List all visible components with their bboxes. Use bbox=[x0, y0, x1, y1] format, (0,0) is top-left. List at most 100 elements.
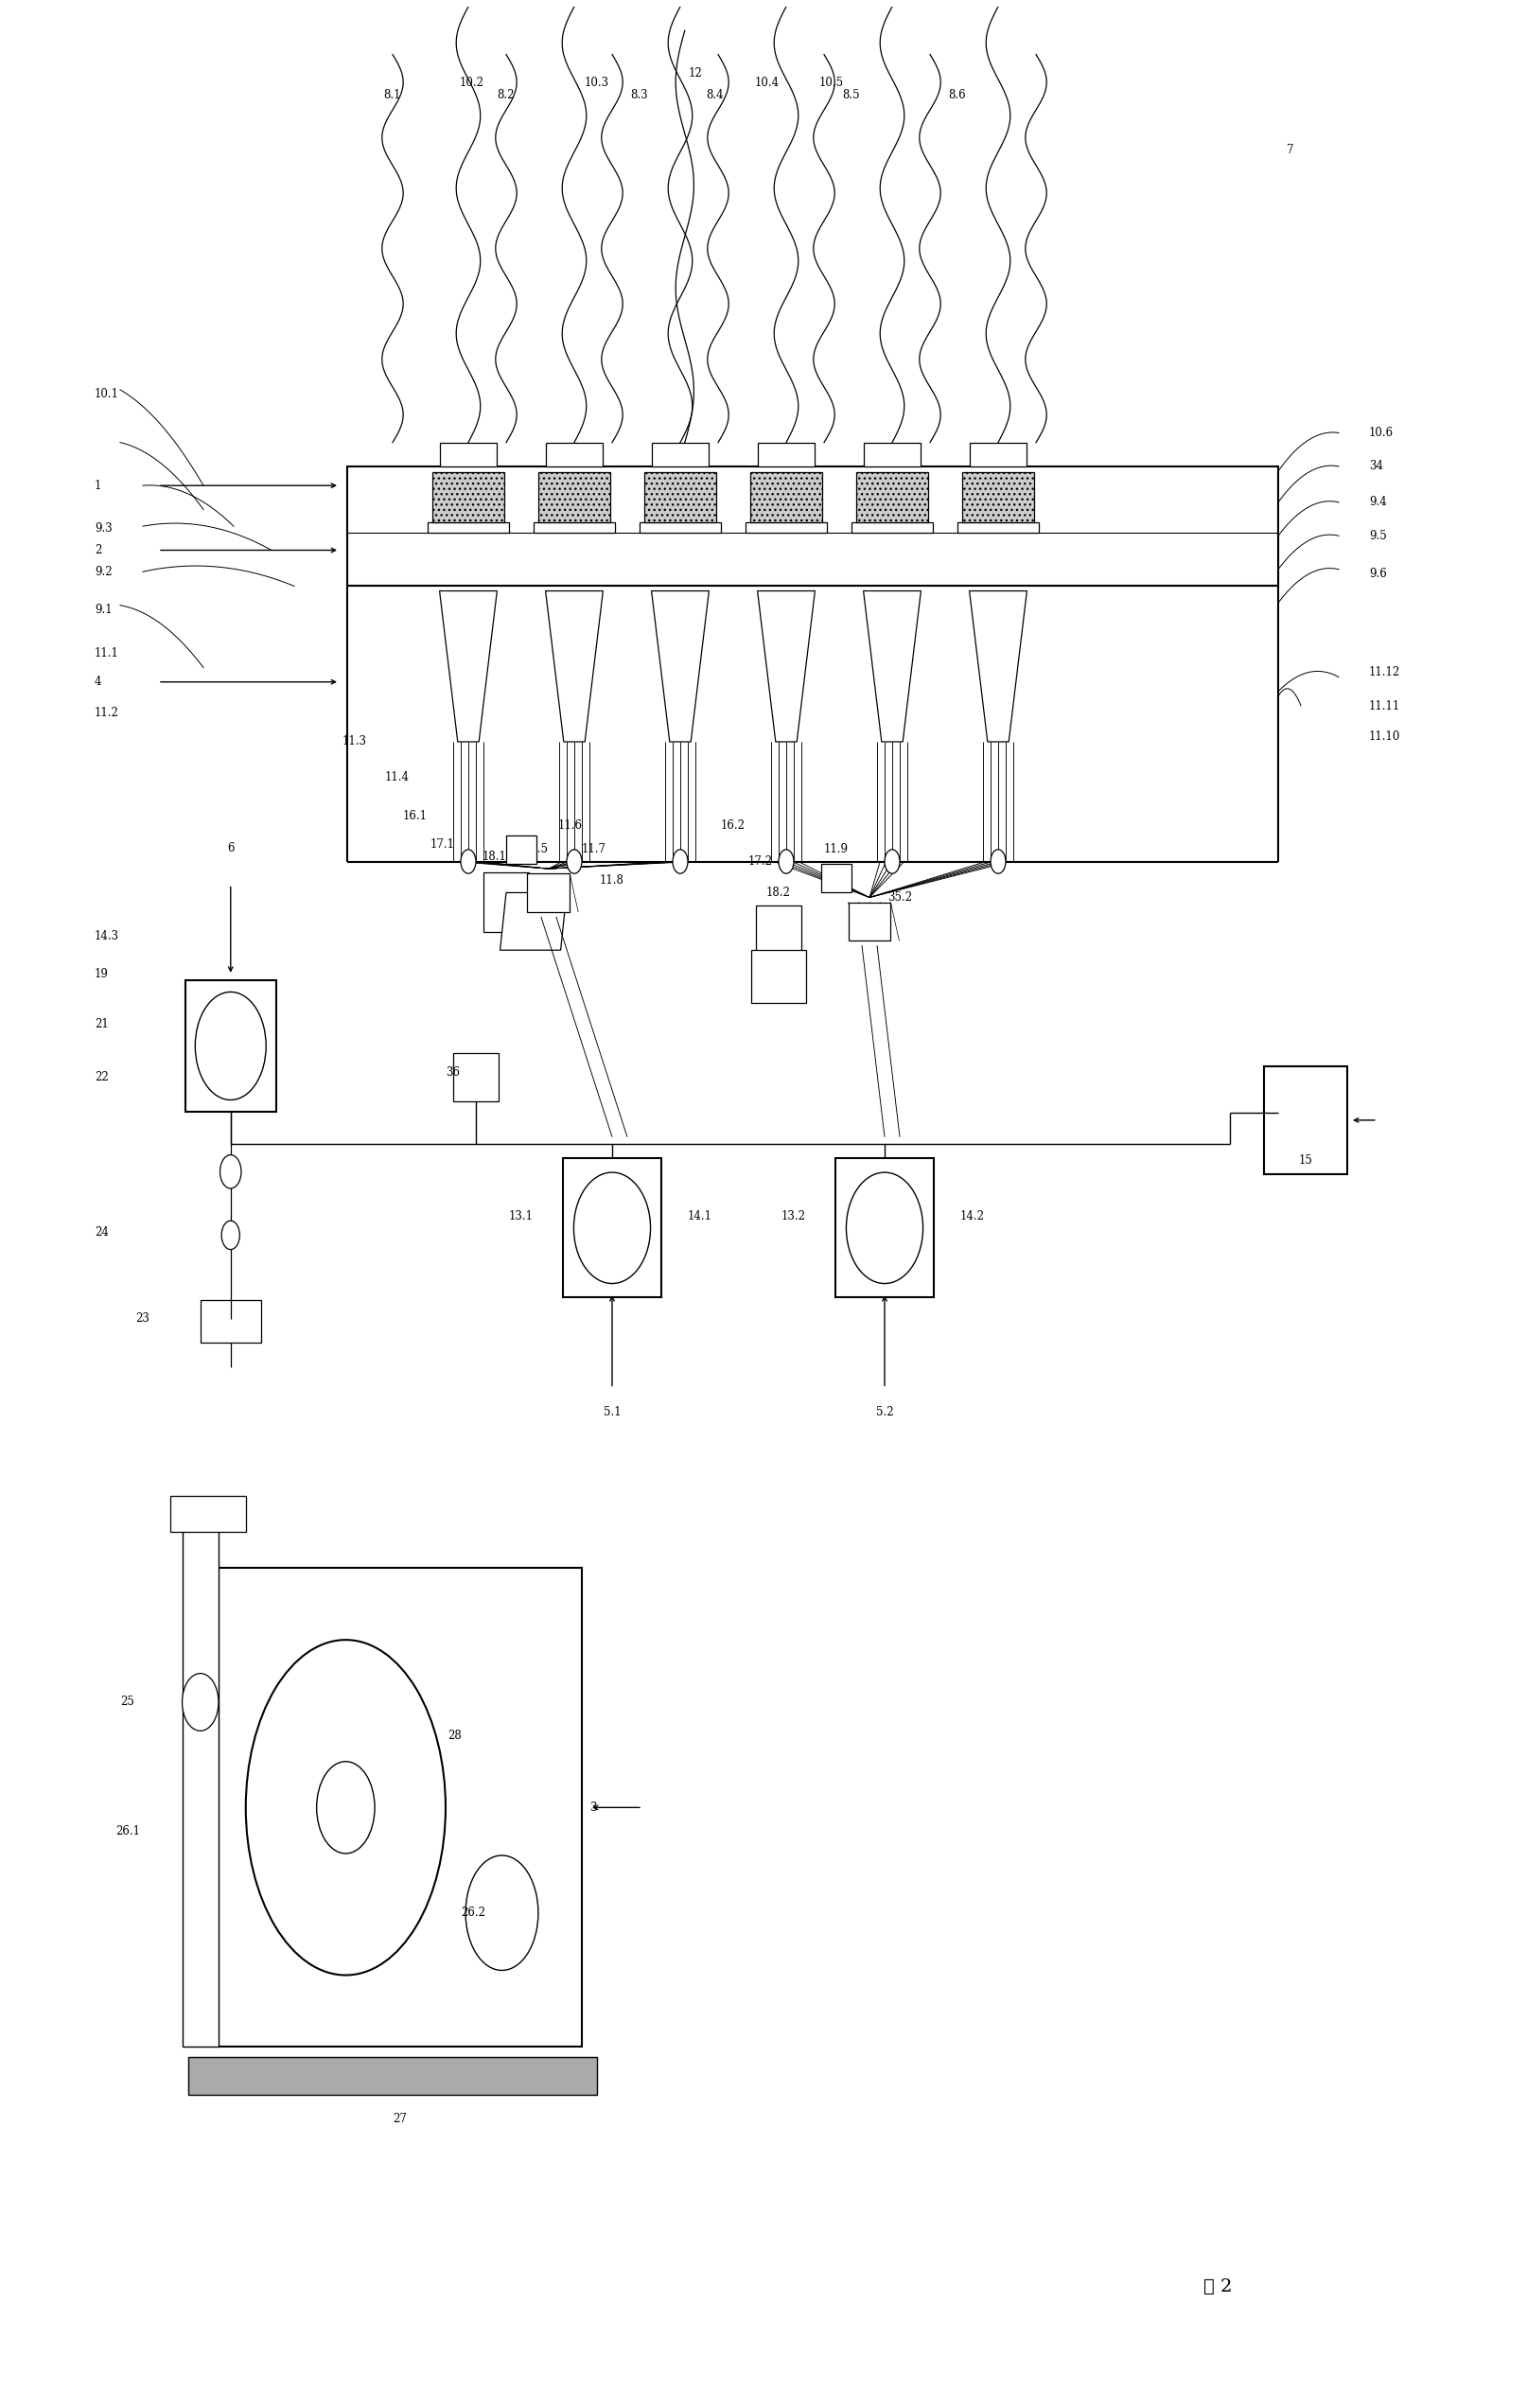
Text: 11.11: 11.11 bbox=[1370, 701, 1400, 713]
Polygon shape bbox=[499, 893, 567, 951]
Bar bbox=[652, 443, 709, 467]
Text: 11.12: 11.12 bbox=[1370, 667, 1400, 679]
Text: 18.1: 18.1 bbox=[483, 850, 507, 862]
Text: 16.2: 16.2 bbox=[721, 819, 745, 831]
Text: 36: 36 bbox=[446, 1067, 460, 1079]
Bar bbox=[640, 523, 721, 532]
Bar bbox=[745, 523, 828, 532]
Bar bbox=[538, 472, 611, 523]
Text: 23: 23 bbox=[136, 1312, 150, 1324]
Circle shape bbox=[991, 850, 1006, 874]
Text: 6: 6 bbox=[228, 843, 234, 855]
Text: 10.6: 10.6 bbox=[1370, 426, 1394, 438]
Text: 8.3: 8.3 bbox=[631, 89, 647, 101]
Circle shape bbox=[466, 1857, 538, 1970]
Circle shape bbox=[567, 850, 582, 874]
Bar bbox=[970, 443, 1028, 467]
Text: 15: 15 bbox=[1298, 1156, 1313, 1168]
Bar bbox=[454, 1052, 499, 1100]
Bar bbox=[505, 836, 536, 864]
Text: 9.5: 9.5 bbox=[1370, 530, 1387, 542]
Text: 11.6: 11.6 bbox=[557, 819, 582, 831]
Text: 9.6: 9.6 bbox=[1370, 568, 1387, 580]
Text: 3: 3 bbox=[589, 1801, 596, 1813]
Text: 10.3: 10.3 bbox=[585, 77, 609, 89]
Bar bbox=[822, 864, 852, 893]
Text: 13.1: 13.1 bbox=[508, 1209, 533, 1223]
Text: 5.2: 5.2 bbox=[876, 1406, 893, 1418]
Bar bbox=[849, 903, 890, 942]
Ellipse shape bbox=[846, 1173, 922, 1283]
Text: 14.2: 14.2 bbox=[960, 1209, 985, 1223]
Text: 10.1: 10.1 bbox=[95, 388, 119, 400]
Text: 13.2: 13.2 bbox=[782, 1209, 806, 1223]
Bar bbox=[527, 874, 570, 913]
Bar bbox=[432, 472, 504, 523]
Polygon shape bbox=[863, 590, 921, 742]
Bar bbox=[756, 905, 802, 966]
Circle shape bbox=[884, 850, 899, 874]
Text: 图 2: 图 2 bbox=[1203, 2278, 1232, 2295]
Bar bbox=[484, 872, 528, 932]
Circle shape bbox=[673, 850, 687, 874]
Bar bbox=[185, 980, 276, 1112]
Bar bbox=[169, 1495, 246, 1531]
Text: 21: 21 bbox=[95, 1019, 108, 1031]
Bar bbox=[182, 1500, 218, 2047]
Text: 10.4: 10.4 bbox=[754, 77, 779, 89]
Text: 8.1: 8.1 bbox=[383, 89, 402, 101]
Text: 2: 2 bbox=[95, 544, 101, 556]
Text: 26.2: 26.2 bbox=[461, 1907, 486, 1919]
Text: 35.1: 35.1 bbox=[542, 898, 567, 910]
Text: 24: 24 bbox=[95, 1226, 108, 1238]
Bar bbox=[957, 523, 1038, 532]
Text: 10.2: 10.2 bbox=[460, 77, 484, 89]
Text: 11.9: 11.9 bbox=[825, 843, 849, 855]
Text: 8.5: 8.5 bbox=[843, 89, 860, 101]
Text: 11.8: 11.8 bbox=[600, 874, 625, 886]
Bar bbox=[863, 443, 921, 467]
Bar bbox=[757, 443, 815, 467]
Text: 9.3: 9.3 bbox=[95, 523, 111, 535]
Bar bbox=[545, 443, 603, 467]
Polygon shape bbox=[440, 590, 498, 742]
Bar bbox=[440, 443, 498, 467]
Bar bbox=[533, 523, 615, 532]
Bar bbox=[644, 472, 716, 523]
Text: 11.1: 11.1 bbox=[95, 648, 119, 660]
Text: 10.5: 10.5 bbox=[820, 77, 844, 89]
Bar bbox=[200, 1300, 261, 1344]
Circle shape bbox=[220, 1156, 241, 1190]
Text: 27: 27 bbox=[392, 2112, 408, 2124]
Bar bbox=[852, 523, 933, 532]
Bar bbox=[750, 472, 823, 523]
Text: 11.2: 11.2 bbox=[95, 708, 119, 720]
Bar bbox=[835, 1158, 935, 1298]
Text: 25: 25 bbox=[121, 1695, 134, 1707]
Bar bbox=[563, 1158, 661, 1298]
Text: 8.4: 8.4 bbox=[707, 89, 724, 101]
Text: 28: 28 bbox=[447, 1729, 461, 1741]
Text: 12: 12 bbox=[689, 67, 702, 79]
Text: 11.3: 11.3 bbox=[342, 734, 366, 749]
Text: 14.1: 14.1 bbox=[687, 1209, 712, 1223]
Text: 16.1: 16.1 bbox=[403, 809, 428, 821]
Text: 9.4: 9.4 bbox=[1370, 496, 1387, 508]
Ellipse shape bbox=[246, 1640, 446, 1975]
Text: 11.5: 11.5 bbox=[524, 843, 548, 855]
Bar bbox=[1264, 1067, 1347, 1175]
Bar bbox=[347, 467, 1278, 585]
Polygon shape bbox=[757, 590, 815, 742]
Bar bbox=[751, 951, 806, 1002]
Text: 8.2: 8.2 bbox=[498, 89, 515, 101]
Text: 34: 34 bbox=[1370, 460, 1383, 472]
Polygon shape bbox=[652, 590, 709, 742]
Circle shape bbox=[779, 850, 794, 874]
Text: 17.1: 17.1 bbox=[431, 838, 455, 850]
Circle shape bbox=[316, 1763, 374, 1854]
Bar bbox=[962, 472, 1034, 523]
Circle shape bbox=[221, 1221, 240, 1250]
Text: 9.1: 9.1 bbox=[95, 604, 111, 616]
Bar bbox=[428, 523, 508, 532]
Bar bbox=[218, 1568, 582, 2047]
